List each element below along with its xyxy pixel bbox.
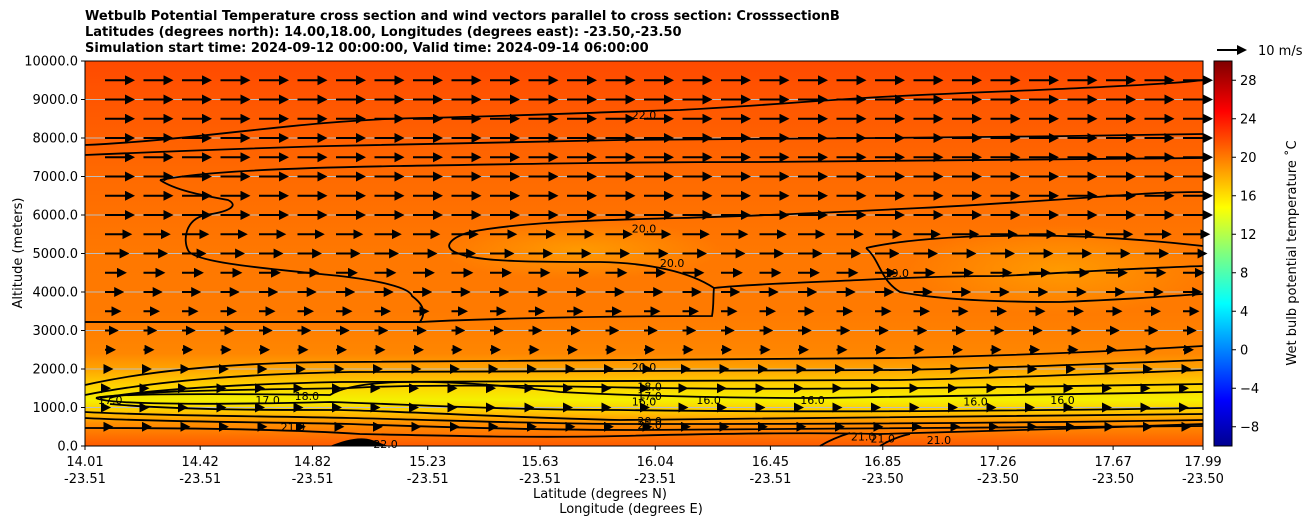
x-tick-label-lon-7: -23.50 bbox=[862, 472, 904, 487]
colorbar-tick-label-0: −8 bbox=[1240, 420, 1259, 435]
colorbar-tick-label-7: 20 bbox=[1240, 151, 1257, 166]
contour-22-upper bbox=[84, 79, 1204, 146]
chart-title-line-1: Wetbulb Potential Temperature cross sect… bbox=[85, 9, 840, 24]
contour-label-16: 21.0 bbox=[637, 419, 662, 432]
x-tick-label-lon-2: -23.51 bbox=[292, 472, 334, 487]
colorbar-tick-label-5: 12 bbox=[1240, 228, 1257, 243]
y-tick-label-5: 5000.0 bbox=[33, 247, 79, 262]
colorbar-tick-label-3: 4 bbox=[1240, 305, 1248, 320]
contour-18-bl bbox=[99, 369, 1204, 399]
contour-label-21: 21.0 bbox=[927, 434, 952, 447]
plot-area: 22.020.020.019.020.018.017.016.017.0 17.0… bbox=[84, 60, 1213, 451]
contour-18-bl-lower bbox=[84, 411, 1204, 425]
contour-label-7: 16.0 bbox=[632, 396, 657, 409]
colorbar-ticks: −8 −4 0 4 8 12 16 20 24 28 bbox=[1232, 74, 1259, 435]
contour-20-lower bbox=[459, 253, 715, 289]
y-tick-label-3: 3000.0 bbox=[33, 324, 79, 339]
x-axis: 14.01 -23.51 14.42 -23.51 14.82 -23.51 15.23 -2… bbox=[64, 446, 1224, 487]
colorbar: −8 −4 0 4 8 12 16 20 24 28 Wet bulb potential tem… bbox=[1213, 60, 1300, 447]
x-axis-label-longitude: Longitude (degrees E) bbox=[559, 502, 703, 517]
x-tick-label-lon-8: -23.50 bbox=[977, 472, 1019, 487]
x-tick-label-lat-3: 15.23 bbox=[409, 455, 446, 470]
contour-label-12: 16.0 bbox=[800, 394, 825, 407]
contour-label-2: 20.0 bbox=[660, 257, 685, 270]
x-tick-label-lon-5: -23.51 bbox=[634, 472, 676, 487]
x-tick-label-lat-7: 16.85 bbox=[864, 455, 901, 470]
contour-21-ridge bbox=[819, 432, 851, 447]
y-tick-label-9: 9000.0 bbox=[33, 93, 79, 108]
contour-label-11: 16.0 bbox=[696, 394, 721, 407]
contour-label-0: 22.0 bbox=[632, 109, 657, 122]
y-tick-label-6: 6000.0 bbox=[33, 209, 79, 224]
contour-20-bl-lower bbox=[84, 417, 1204, 431]
x-tick-label-lat-0: 14.01 bbox=[66, 455, 103, 470]
colorbar-tick-label-9: 28 bbox=[1240, 74, 1257, 89]
y-axis-label: Altitude (meters) bbox=[11, 198, 26, 309]
wind-key: 10 m/s bbox=[1217, 44, 1303, 59]
contour-label-8: 17.0 bbox=[98, 394, 123, 407]
colorbar-label: Wet bulb potential temperature ˚C bbox=[1284, 140, 1300, 365]
contour-label-18: 22.0 bbox=[373, 438, 398, 451]
contour-16-bl bbox=[95, 380, 1204, 399]
x-tick-label-lon-6: -23.51 bbox=[749, 472, 791, 487]
contour-label-14: 16.0 bbox=[1050, 394, 1075, 407]
colorbar-tick-label-6: 16 bbox=[1240, 189, 1257, 204]
wind-vectors bbox=[101, 75, 1213, 432]
y-tick-label-8: 8000.0 bbox=[33, 132, 79, 147]
terrain-peak bbox=[330, 438, 390, 446]
contour-label-9: 17.0 bbox=[255, 394, 280, 407]
colorbar-tick-label-1: −4 bbox=[1240, 382, 1259, 397]
x-tick-label-lat-1: 14.42 bbox=[182, 455, 219, 470]
colorbar-tick-label-2: 0 bbox=[1240, 343, 1248, 358]
contour-21-west bbox=[159, 157, 1204, 181]
x-tick-label-lon-0: -23.51 bbox=[64, 472, 106, 487]
wind-key-label: 10 m/s bbox=[1258, 44, 1303, 59]
x-tick-label-lon-9: -23.50 bbox=[1092, 472, 1134, 487]
y-axis: 0.0 1000.0 2000.0 3000.0 4000.0 5000.0 6000.0 7… bbox=[24, 55, 85, 455]
contour-label-13: 16.0 bbox=[963, 396, 988, 409]
x-tick-label-lat-10: 17.99 bbox=[1184, 455, 1221, 470]
y-tick-label-2: 2000.0 bbox=[33, 363, 79, 378]
x-axis-label-latitude: Latitude (degrees N) bbox=[533, 487, 667, 502]
x-tick-label-lon-1: -23.51 bbox=[179, 472, 221, 487]
chart-title-line-3: Simulation start time: 2024-09-12 00:00:… bbox=[85, 41, 649, 56]
contour-label-4: 20.0 bbox=[632, 361, 657, 374]
y-tick-label-1: 1000.0 bbox=[33, 401, 79, 416]
contour-label-1: 20.0 bbox=[632, 222, 657, 235]
x-tick-label-lat-9: 17.67 bbox=[1095, 455, 1132, 470]
x-tick-label-lat-5: 16.04 bbox=[637, 455, 674, 470]
colorbar-tick-label-4: 8 bbox=[1240, 266, 1248, 281]
x-tick-label-lat-8: 17.26 bbox=[979, 455, 1016, 470]
colorbar-tick-label-8: 24 bbox=[1240, 112, 1257, 127]
contour-label-20: 21.0 bbox=[871, 432, 896, 445]
contour-label-19: 21.0 bbox=[851, 430, 876, 443]
x-tick-label-lat-2: 14.82 bbox=[294, 455, 331, 470]
colorbar-gradient bbox=[1213, 60, 1233, 447]
x-tick-label-lat-6: 16.45 bbox=[752, 455, 789, 470]
contour-label-10: 18.0 bbox=[295, 390, 320, 403]
contour-21-ridge-2 bbox=[879, 433, 911, 447]
x-tick-label-lon-3: -23.51 bbox=[407, 472, 449, 487]
chart-title-line-2: Latitudes (degrees north): 14.00,18.00, … bbox=[85, 25, 682, 40]
y-tick-label-0: 0.0 bbox=[57, 440, 78, 455]
x-tick-label-lon-4: -23.51 bbox=[519, 472, 561, 487]
x-tick-label-lon-10: -23.50 bbox=[1182, 472, 1224, 487]
x-tick-label-lat-4: 15.63 bbox=[521, 455, 558, 470]
y-tick-label-7: 7000.0 bbox=[33, 170, 79, 185]
contour-22-cold-tongue bbox=[84, 133, 1204, 156]
contour-17-bl-lower bbox=[109, 403, 1204, 421]
y-tick-label-10: 10000.0 bbox=[24, 55, 78, 70]
contour-21-surface bbox=[84, 423, 1204, 438]
y-tick-label-4: 4000.0 bbox=[33, 286, 79, 301]
